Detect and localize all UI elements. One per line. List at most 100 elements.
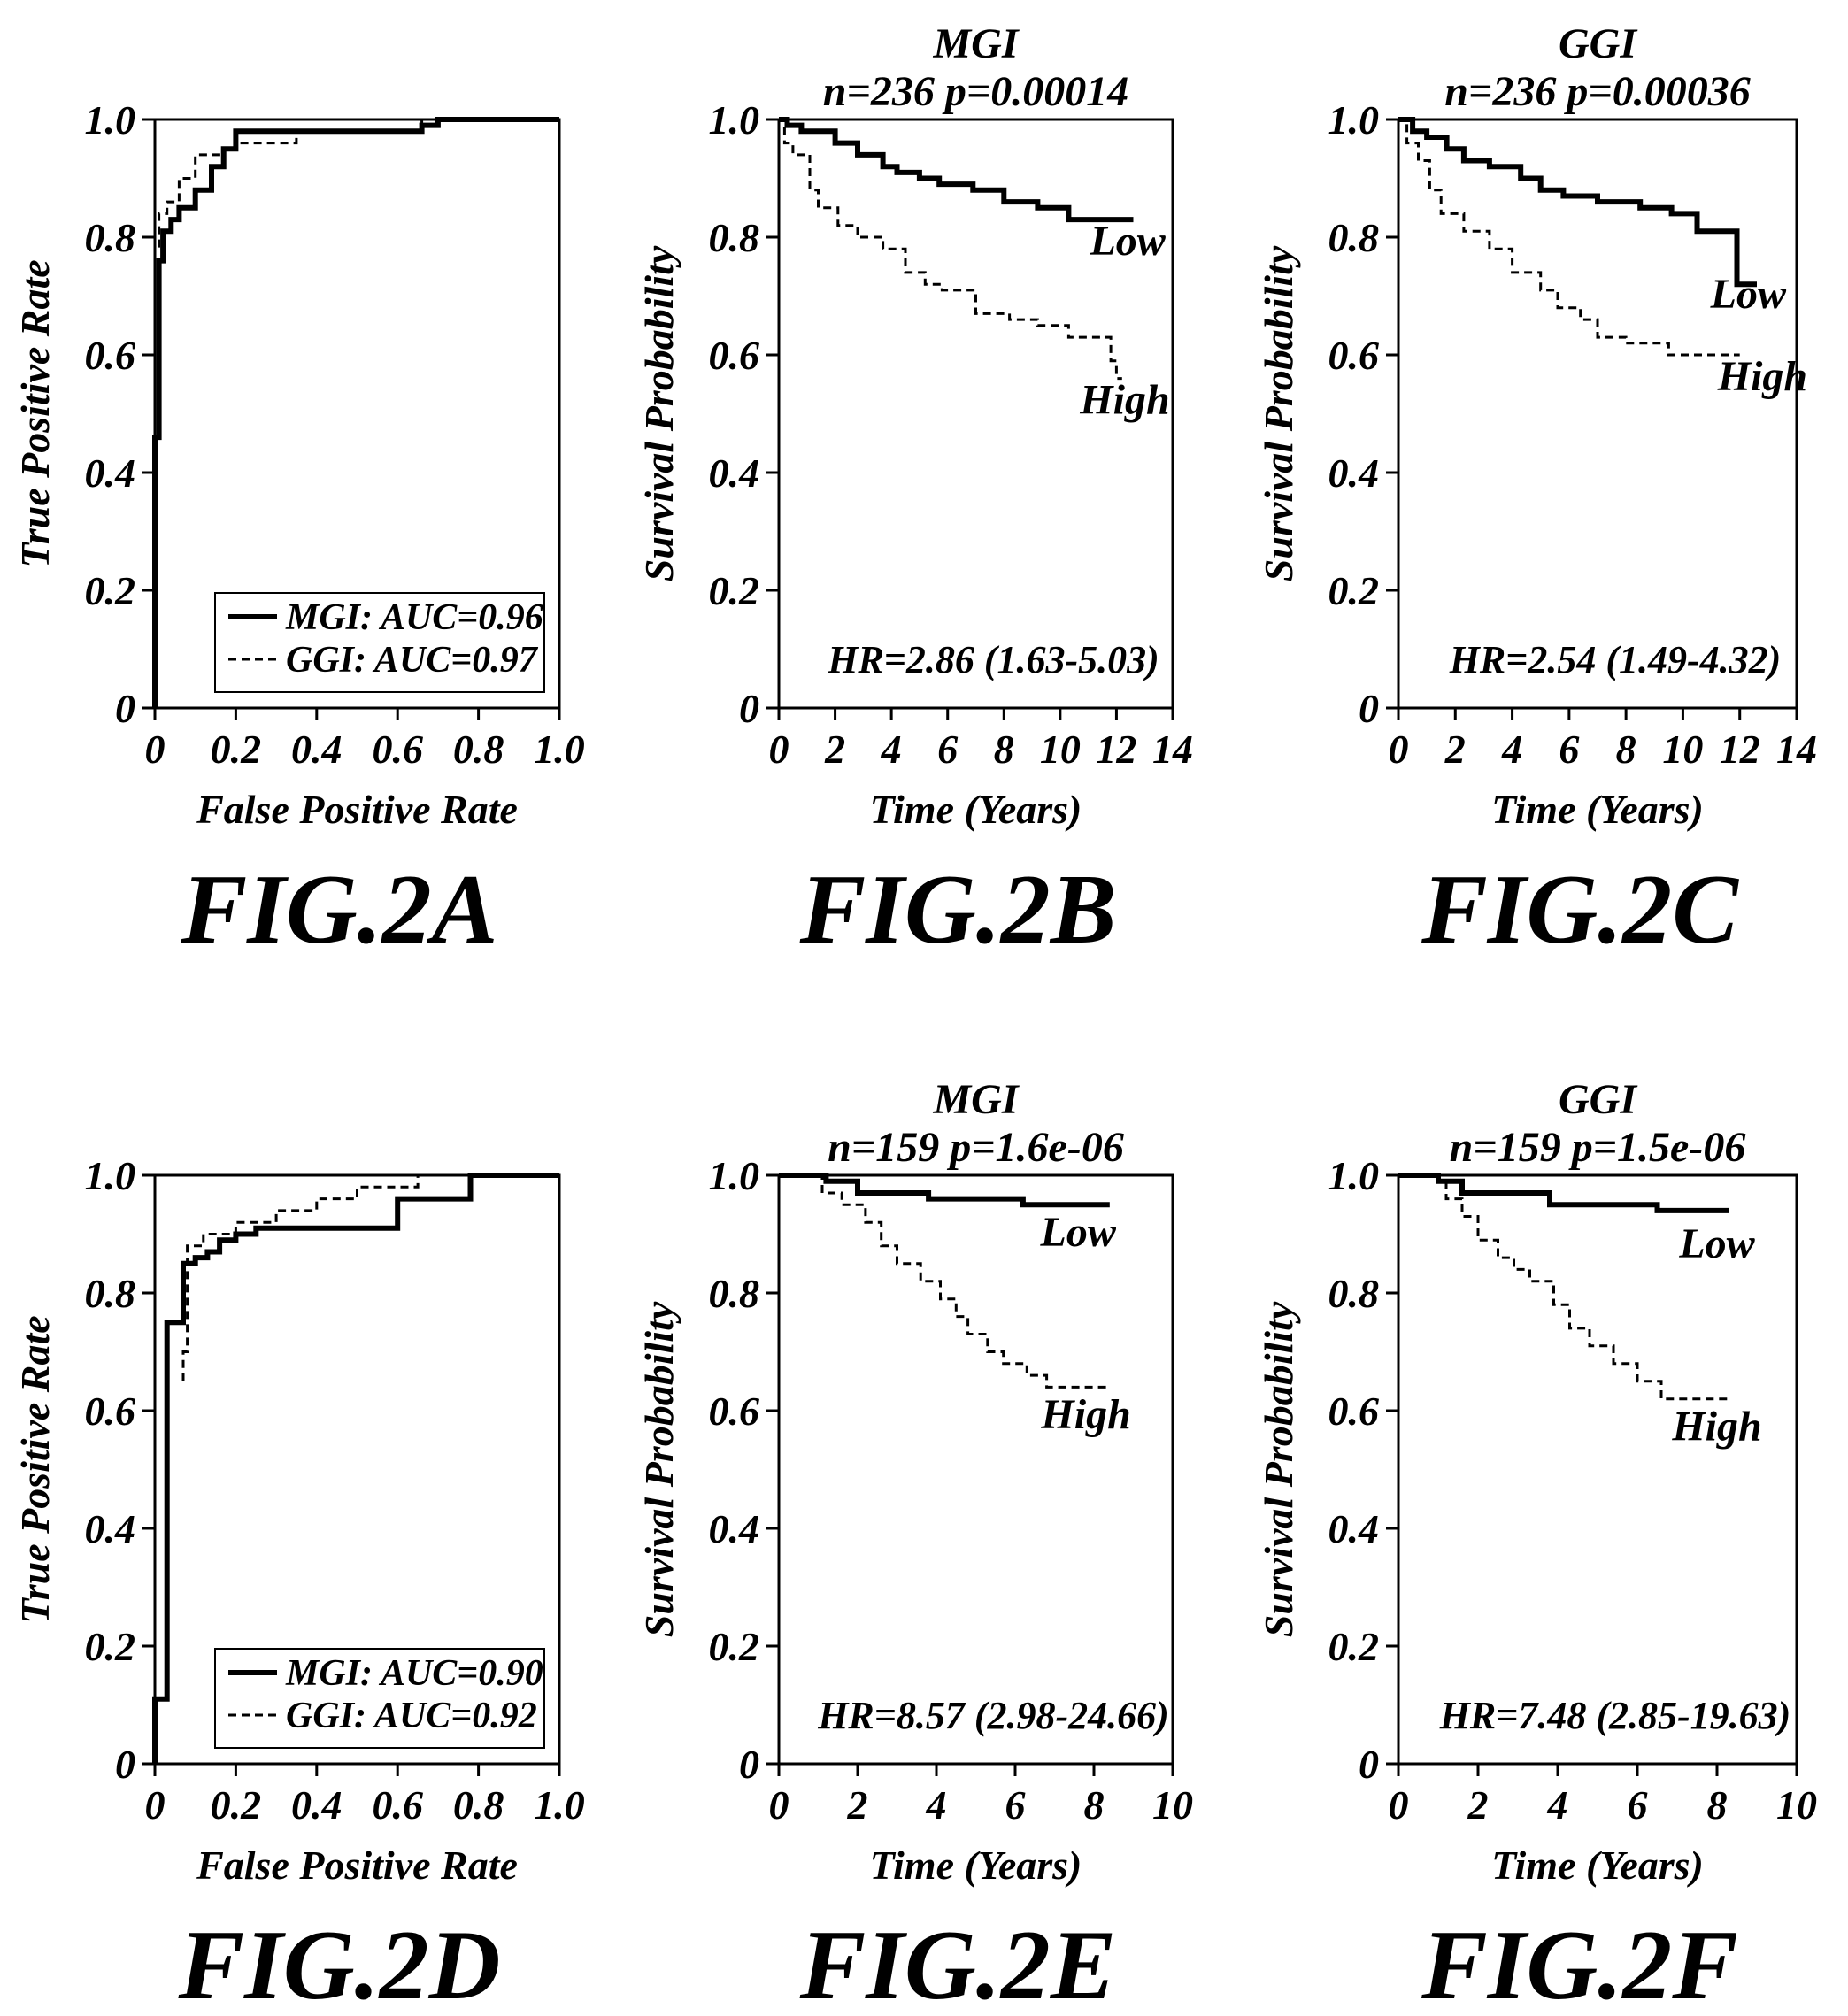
x-tick-label: 0.8 [453, 1782, 504, 1827]
legend-entry: GGI: AUC=0.97 [286, 640, 539, 681]
x-tick-label: 0.6 [372, 1782, 423, 1827]
x-tick-label: 8 [1707, 1782, 1728, 1827]
hazard-ratio-annotation: HR=7.48 (2.85-19.63) [1439, 1694, 1791, 1737]
y-axis-label: Survival Probability [636, 245, 681, 581]
x-tick-label: 0 [769, 727, 789, 772]
y-tick-label: 0.2 [85, 1624, 136, 1669]
x-tick-label: 4 [926, 1782, 947, 1827]
x-tick-label: 1.0 [534, 727, 585, 772]
series-line-ggi [181, 1173, 559, 1381]
hazard-ratio-annotation: HR=2.54 (1.49-4.32) [1449, 638, 1782, 681]
x-tick-label: 14 [1776, 727, 1817, 772]
x-tick-label: 0 [145, 1782, 166, 1827]
y-tick-label: 0 [739, 686, 759, 731]
y-axis-label: True Positive Rate [12, 259, 58, 567]
x-tick-label: 10 [1776, 1782, 1817, 1827]
series-line-high [1398, 118, 1740, 357]
series-line-low [779, 1173, 1110, 1208]
x-tick-label: 0 [1389, 1782, 1409, 1827]
series-label-high: High [1717, 353, 1807, 400]
y-tick-label: 0.4 [1328, 450, 1380, 496]
x-tick-label: 6 [1559, 727, 1579, 772]
hazard-ratio-annotation: HR=2.86 (1.63-5.03) [827, 638, 1159, 681]
chart-title: GGI [1559, 20, 1638, 67]
x-tick-label: 0.2 [211, 1782, 262, 1827]
series-label-high: High [1079, 377, 1169, 424]
figure-label: FIG.2F [1421, 1911, 1738, 2016]
y-axis-label: True Positive Rate [12, 1315, 58, 1623]
y-tick-label: 0.6 [85, 333, 136, 378]
y-axis-label: Survival Probability [1256, 1301, 1301, 1637]
legend-entry: MGI: AUC=0.96 [285, 597, 543, 638]
x-tick-label: 0 [1389, 727, 1409, 772]
y-axis-label: Survival Probability [636, 1301, 681, 1637]
series-line-high [779, 118, 1122, 381]
legend-entry: GGI: AUC=0.92 [286, 1696, 537, 1736]
x-axis-label: Time (Years) [1491, 787, 1704, 832]
x-tick-label: 10 [1152, 1782, 1193, 1827]
series-line-low [1398, 117, 1757, 288]
series-line-low [779, 117, 1134, 223]
panel-fig-2d: 0 0.2 0.4 0.6 0.8 1.0 0 0.2 0.4 0.6 0.8 1.0 False Po… [12, 1153, 585, 2016]
plot-frame [777, 118, 1174, 710]
x-tick-label: 2 [847, 1782, 868, 1827]
chart-title: GGI [1559, 1076, 1638, 1123]
y-tick-label: 0 [739, 1742, 759, 1787]
x-tick-label: 12 [1096, 727, 1136, 772]
series-label-low: Low [1710, 271, 1787, 318]
panel-fig-2a: 0 0.2 0.4 0.6 0.8 1.0 0 0.2 0.4 0.6 0.8 1.0 False Po… [12, 97, 585, 965]
figure-label: FIG.2B [799, 855, 1117, 965]
chart-subtitle: n=159 p=1.6e-06 [828, 1124, 1124, 1171]
x-tick-label: 0 [145, 727, 166, 772]
y-tick-label: 1.0 [709, 97, 760, 142]
series-line-mgi [152, 117, 559, 708]
series-line-ggi [153, 118, 559, 708]
legend-box [214, 1648, 545, 1749]
x-axis-label: Time (Years) [870, 1843, 1082, 1888]
y-tick-label: 1.0 [1328, 1153, 1380, 1198]
panel-fig-2f: 0 2 4 6 8 10 0 0.2 0.4 0.6 0.8 1.0 Time (Years) Survi… [1256, 1076, 1817, 2016]
y-tick-label: 0.2 [709, 1624, 760, 1669]
x-axis-label: Time (Years) [1491, 1843, 1704, 1888]
figure-label: FIG.2C [1421, 855, 1739, 965]
y-tick-label: 0.6 [85, 1389, 136, 1434]
x-tick-label: 4 [1501, 727, 1522, 772]
x-tick-label: 6 [1628, 1782, 1648, 1827]
x-axis-label: False Positive Rate [196, 787, 518, 832]
plot-frame [1397, 118, 1798, 710]
y-tick-label: 0.2 [85, 568, 136, 613]
chart-title: MGI [932, 20, 1020, 67]
figure-label: FIG.2A [181, 855, 498, 965]
y-tick-label: 1.0 [85, 97, 136, 142]
plot-frame [1397, 1173, 1798, 1766]
x-tick-label: 12 [1720, 727, 1760, 772]
y-tick-label: 0.8 [709, 1271, 760, 1316]
y-tick-label: 0.4 [709, 1506, 760, 1551]
panel-fig-2e: 0 2 4 6 8 10 0 0.2 0.4 0.6 0.8 1.0 Time (Years) Survi… [636, 1076, 1193, 2016]
y-tick-label: 0.4 [85, 450, 136, 496]
y-tick-label: 0 [115, 686, 135, 731]
chart-subtitle: n=159 p=1.5e-06 [1450, 1124, 1746, 1171]
x-tick-label: 0 [769, 1782, 789, 1827]
y-tick-label: 0.2 [709, 568, 760, 613]
chart-subtitle: n=236 p=0.00014 [823, 68, 1128, 115]
series-line-high [1398, 1173, 1729, 1401]
legend-entry: MGI: AUC=0.90 [285, 1653, 543, 1694]
legend-box [214, 592, 545, 693]
series-label-high: High [1671, 1403, 1761, 1450]
x-tick-label: 2 [824, 727, 845, 772]
series-label-low: Low [1089, 218, 1166, 265]
y-tick-label: 0.8 [709, 215, 760, 260]
x-tick-label: 0.2 [211, 727, 262, 772]
x-tick-label: 4 [1547, 1782, 1568, 1827]
x-tick-label: 0.4 [291, 727, 343, 772]
y-tick-label: 0 [1359, 1742, 1379, 1787]
y-tick-label: 0.2 [1328, 568, 1380, 613]
y-tick-label: 0 [115, 1742, 135, 1787]
series-line-low [1398, 1173, 1729, 1213]
y-tick-label: 1.0 [85, 1153, 136, 1198]
y-tick-label: 0.6 [1328, 333, 1380, 378]
y-tick-label: 0.8 [85, 1271, 136, 1316]
